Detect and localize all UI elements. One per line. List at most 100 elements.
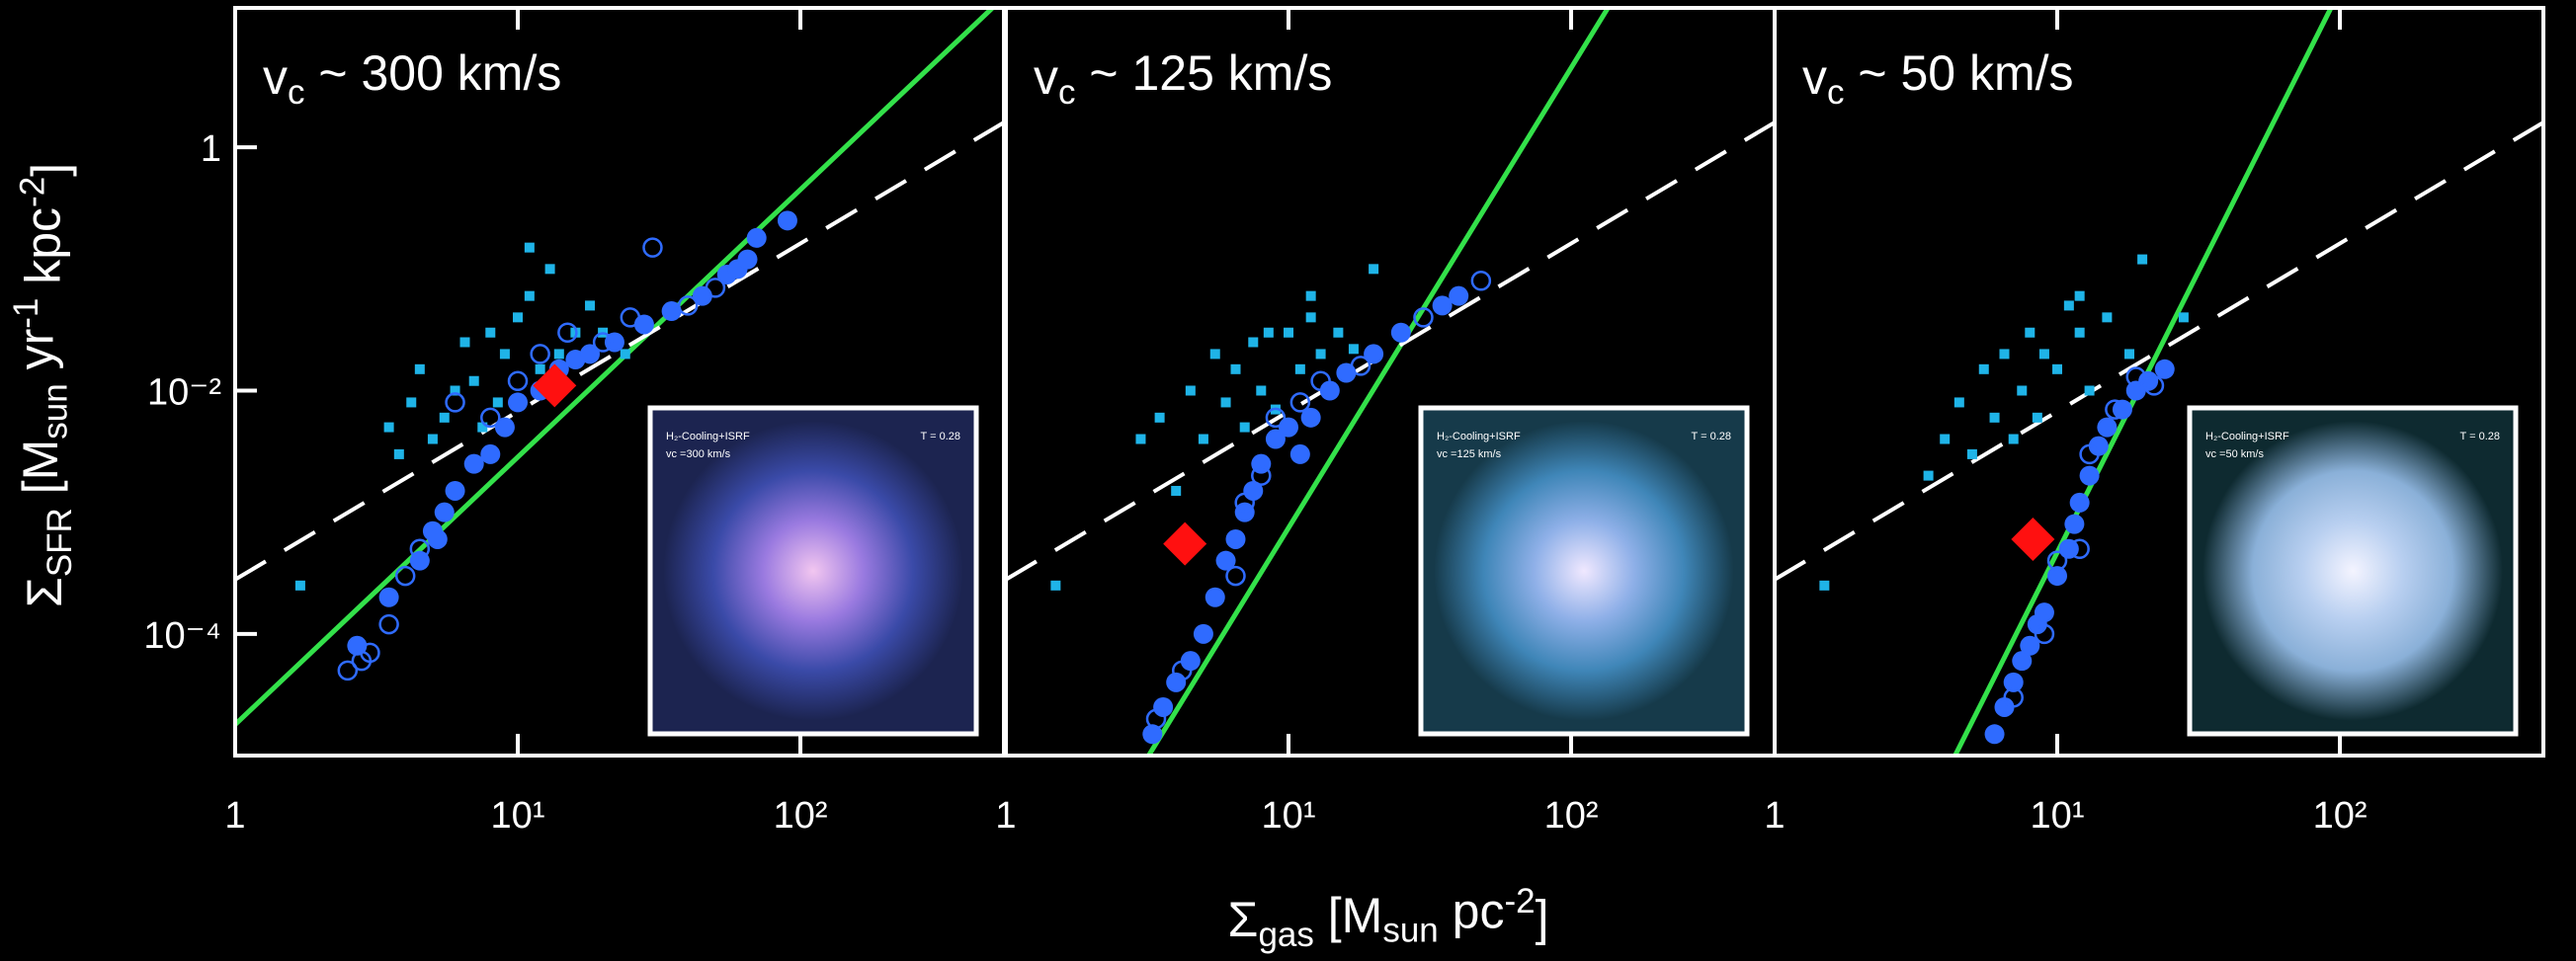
square-point [2025,327,2036,338]
inset-time: T = 0.28 [1692,431,1731,442]
open-point [394,565,416,587]
filled-point [1319,380,1340,401]
open-point [337,660,359,681]
open-point [1963,759,1981,776]
panel-title: vc ~ 300 km/s [263,45,561,112]
label-part: ] [22,163,77,177]
filled-point [2112,399,2132,420]
square-point [1953,397,1964,408]
label-part: v [263,49,288,105]
inset-vc: vc =125 km/s [1437,448,1502,460]
filled-point [661,301,682,322]
filled-point [1289,443,1310,464]
square-point [1348,344,1359,355]
open-point [1289,392,1311,413]
plot-area [1006,8,1775,756]
x-tick-label: 10¹ [2031,795,2085,837]
filled-point [1994,696,2015,717]
square-point [2102,312,2113,323]
panel: H₂-Cooling+ISRF T = 0.28 vc =125 km/s vc ~ … [995,6,1777,837]
square-point [406,397,417,408]
square-point [524,242,535,253]
open-point [507,370,529,391]
label-part: [M [1314,888,1382,943]
filled-point [2020,635,2040,656]
filled-point [1166,672,1187,692]
square-point [1923,470,1934,481]
square-point [439,412,450,423]
x-tick-label: 1 [1764,795,1785,837]
open-point [2105,399,2125,420]
x-tick-label: 10² [774,795,828,837]
filled-point [1193,623,1213,644]
filled-point [2034,602,2054,623]
label-part: sun [37,383,75,439]
square-point [1050,580,1061,591]
open-point [557,322,578,343]
square-point [1198,434,1208,444]
filled-point [445,480,465,501]
label-part: -2 [14,177,52,207]
label-part: Σ [1228,892,1259,947]
square-point [1305,290,1316,301]
y-tick-label: 10⁻² [147,371,221,413]
inset-frame [1418,405,1750,737]
fit-line [1146,8,1611,756]
filled-point [580,344,601,364]
label-part: Σ [17,577,72,607]
filled-point [1153,696,1174,717]
open-point [1350,356,1371,376]
reference-line [1006,120,1775,582]
open-point [677,295,699,316]
square-point [1315,349,1326,360]
inset-label: H₂-Cooling+ISRF [2205,431,2289,442]
open-point [1470,271,1492,291]
open-point [1251,465,1272,486]
open-point [445,392,465,413]
open-point [1413,307,1434,328]
filled-point [494,417,515,438]
filled-point [2088,436,2109,456]
open-point [1234,492,1255,514]
square-point [499,349,510,360]
filled-point [463,453,484,474]
square-point [1305,312,1316,323]
filled-point [737,249,758,270]
label-part: c [288,73,305,112]
square-point [535,363,545,374]
y-axis-label: ΣSFR [Msun yr-1 kpc-2] [7,163,79,607]
open-point [378,613,399,635]
label-part: gas [1258,916,1313,954]
open-point [592,332,614,353]
square-point [1263,327,1274,338]
filled-point [746,227,767,248]
reference-line [1775,120,2543,582]
square-point [393,448,404,459]
label-part: pc [1439,884,1505,939]
label-part: v [1802,49,1827,105]
open-point [2125,366,2146,387]
square-point [2052,363,2063,374]
label-part: sun [1382,912,1438,950]
square-point [468,375,479,386]
square-point [477,422,488,433]
open-point [2079,443,2100,465]
diamond-point [2011,517,2055,561]
inset-time: T = 0.28 [2460,431,2500,442]
open-point [2003,686,2024,708]
filled-point [1265,429,1286,449]
square-point [2074,290,2085,301]
square-point [620,349,630,360]
filled-point [1449,285,1469,306]
filled-point [1336,362,1357,383]
label-part: c [1827,73,1845,112]
inset-label: H₂-Cooling+ISRF [1437,431,1521,442]
filled-point [1984,724,2005,745]
x-tick-label: 10² [2313,795,2368,837]
filled-point [2012,651,2033,672]
square-point [2032,412,2042,423]
diamond-point [533,363,577,408]
x-tick-label: 1 [995,795,1016,837]
filled-point [1205,587,1225,607]
